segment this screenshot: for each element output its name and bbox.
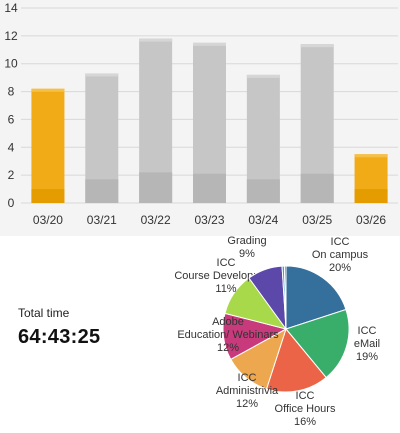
pie-label: 20% — [329, 262, 351, 274]
pie-slice — [285, 265, 347, 330]
total-time-block: Total time 64:43:25 — [18, 306, 100, 349]
pie-label: 11% — [215, 283, 236, 295]
pie-label: 12% — [217, 342, 239, 354]
total-time-value: 64:43:25 — [18, 326, 101, 348]
bar-top-cap — [31, 88, 65, 92]
pie-label: 9% — [239, 248, 255, 260]
pie-label: 19% — [356, 351, 378, 363]
pie-slice — [285, 308, 350, 379]
pie-label: Office Hours — [275, 403, 336, 415]
x-tick-label: 03/23 — [194, 213, 224, 227]
x-tick-label: 03/25 — [302, 213, 332, 227]
x-tick-label: 03/22 — [141, 213, 171, 227]
x-tick-label: 03/21 — [87, 213, 117, 227]
bar-03/23 — [193, 42, 226, 204]
pie-label: Administrivia — [216, 385, 279, 397]
pie-label: eMail — [354, 338, 380, 350]
pie-label: Grading — [227, 236, 266, 247]
y-tick-label: 6 — [8, 112, 15, 126]
bar-chart: 0 2 4 6 8 10 12 14 03/20 03/21 03/22 03/23 03/24 03/2… — [4, 1, 398, 227]
bar-03/26 — [354, 154, 388, 203]
bar-top-cap — [246, 74, 280, 78]
x-tick-label: 03/20 — [33, 213, 63, 227]
bar-top-cap — [354, 154, 388, 158]
bar-03/22 — [139, 38, 173, 204]
bar-03/21 — [85, 73, 119, 203]
pie-label: On campus — [312, 249, 369, 261]
total-time-label: Total time — [18, 306, 70, 320]
pie-slice — [283, 265, 287, 330]
pie-label: 16% — [294, 416, 316, 428]
y-tick-label: 14 — [4, 1, 18, 15]
bar-top-cap — [300, 44, 334, 48]
bar-lower-segment — [354, 189, 388, 203]
x-tick-label: 03/24 — [248, 213, 278, 227]
pie-slice — [265, 327, 327, 393]
bar-top-cap — [193, 42, 226, 46]
bar — [31, 88, 65, 203]
y-tick-label: 10 — [4, 57, 18, 71]
bar-03/20 — [31, 88, 65, 203]
pie-label: Adobe — [212, 316, 244, 328]
y-tick-label: 8 — [8, 85, 15, 99]
bar-lower-segment — [139, 172, 173, 203]
bar-lower-segment — [246, 179, 280, 203]
pie-label: ICC — [358, 325, 377, 337]
pie-label: ICC — [238, 372, 257, 384]
y-tick-label: 2 — [8, 168, 15, 182]
pie-label: ICC — [296, 390, 315, 402]
bar-top-cap — [139, 38, 173, 42]
bar-03/25 — [300, 44, 334, 203]
bar-lower-segment — [193, 173, 226, 203]
pie-label: ICC — [217, 257, 236, 269]
bar-lower-segment — [300, 173, 334, 203]
pie-label: 12% — [236, 398, 258, 410]
pie-label: ICC — [331, 236, 350, 248]
x-tick-label: 03/26 — [356, 213, 386, 227]
y-tick-label: 4 — [8, 140, 15, 154]
pie-label: Education/ Webinars — [177, 329, 279, 341]
y-tick-label: 12 — [4, 29, 18, 43]
bar-lower-segment — [85, 179, 119, 203]
y-tick-label: 0 — [8, 196, 15, 210]
bar-top-cap — [85, 73, 119, 77]
bar-03/24 — [246, 74, 280, 203]
bar-lower-segment — [31, 189, 65, 203]
